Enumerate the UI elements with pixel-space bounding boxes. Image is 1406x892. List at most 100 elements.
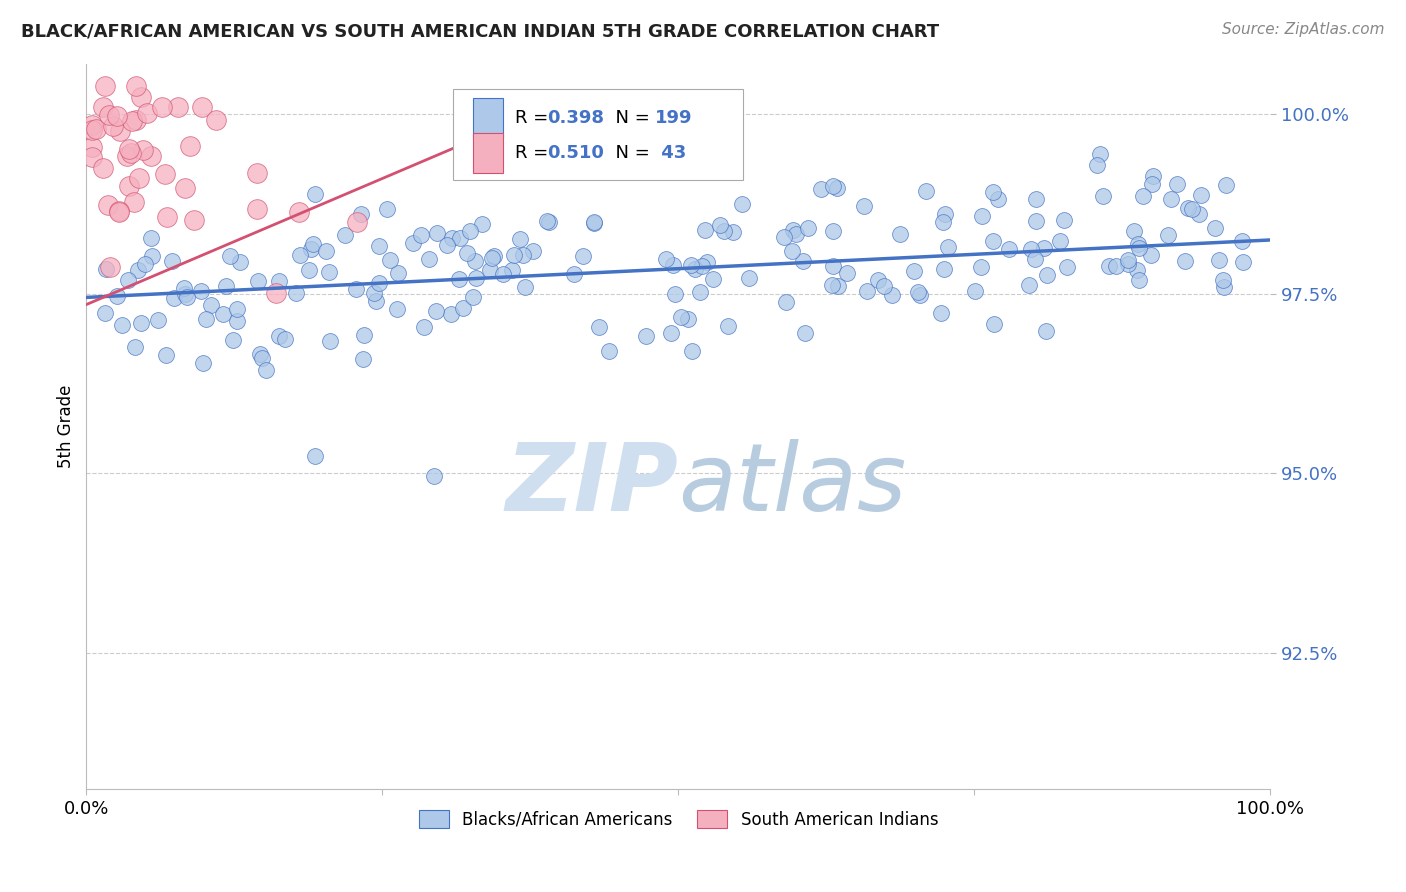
Point	[797, 220, 820, 235]
Point	[981, 234, 1004, 248]
Point	[387, 266, 409, 280]
Point	[352, 351, 374, 366]
Point	[447, 271, 470, 285]
Point	[1025, 213, 1047, 227]
Point	[717, 318, 740, 333]
Point	[571, 249, 593, 263]
Point	[93, 100, 115, 114]
Point	[290, 248, 312, 262]
Point	[564, 268, 586, 282]
Text: N =: N =	[603, 109, 655, 127]
Point	[301, 237, 323, 252]
Point	[440, 231, 463, 245]
Point	[503, 248, 526, 262]
Point	[82, 150, 104, 164]
Point	[713, 223, 735, 237]
Point	[1128, 273, 1150, 287]
Point	[794, 326, 817, 340]
Point	[683, 262, 706, 277]
Point	[387, 301, 409, 316]
Point	[856, 285, 879, 299]
Point	[782, 222, 804, 236]
Point	[702, 272, 724, 286]
Point	[269, 329, 291, 343]
Point	[91, 161, 114, 175]
Point	[981, 185, 1004, 199]
Point	[152, 100, 174, 114]
Point	[176, 290, 198, 304]
Point	[827, 278, 849, 293]
Point	[82, 118, 104, 132]
Point	[513, 280, 536, 294]
Point	[155, 348, 177, 362]
Point	[772, 230, 794, 244]
Point	[636, 329, 658, 343]
Point	[124, 341, 146, 355]
Point	[451, 301, 474, 315]
Point	[285, 285, 308, 300]
Point	[423, 468, 446, 483]
Point	[250, 351, 273, 366]
Point	[298, 263, 321, 277]
Point	[299, 243, 322, 257]
Point	[1189, 188, 1212, 202]
Point	[108, 204, 131, 219]
Point	[689, 285, 711, 300]
Point	[425, 304, 447, 318]
Point	[229, 255, 252, 269]
Point	[166, 99, 188, 113]
Point	[460, 224, 482, 238]
Point	[129, 316, 152, 330]
Point	[868, 273, 890, 287]
Text: 0.510: 0.510	[547, 145, 603, 162]
Y-axis label: 5th Grade: 5th Grade	[58, 385, 75, 468]
Point	[254, 363, 277, 377]
Point	[1105, 260, 1128, 274]
Point	[1024, 252, 1046, 267]
Point	[903, 264, 925, 278]
Point	[86, 122, 108, 136]
Point	[679, 258, 702, 272]
Point	[127, 263, 149, 277]
Point	[183, 213, 205, 227]
Point	[785, 227, 807, 241]
Point	[135, 106, 157, 120]
Point	[111, 318, 134, 333]
Text: 199: 199	[655, 109, 692, 127]
Point	[107, 205, 129, 219]
Point	[882, 288, 904, 302]
Point	[671, 310, 693, 324]
Point	[173, 287, 195, 301]
Point	[436, 238, 458, 252]
Point	[1142, 169, 1164, 183]
Point	[664, 286, 686, 301]
Point	[464, 271, 486, 285]
Point	[249, 347, 271, 361]
Point	[1212, 280, 1234, 294]
Point	[501, 262, 523, 277]
Point	[117, 273, 139, 287]
Point	[825, 181, 848, 195]
Point	[1018, 278, 1040, 293]
Point	[464, 254, 486, 268]
Point	[792, 254, 814, 268]
Point	[907, 285, 929, 300]
Point	[218, 249, 240, 263]
Text: R =: R =	[515, 109, 554, 127]
Point	[413, 319, 436, 334]
Point	[509, 232, 531, 246]
Point	[215, 278, 238, 293]
Point	[101, 119, 124, 133]
Point	[411, 228, 433, 243]
Point	[318, 264, 340, 278]
Point	[82, 122, 104, 136]
Point	[932, 215, 955, 229]
Point	[932, 262, 955, 277]
Point	[1019, 242, 1042, 256]
Point	[269, 274, 291, 288]
Point	[156, 211, 179, 225]
Point	[128, 171, 150, 186]
Point	[363, 285, 385, 300]
Point	[319, 334, 342, 348]
Point	[274, 332, 297, 346]
